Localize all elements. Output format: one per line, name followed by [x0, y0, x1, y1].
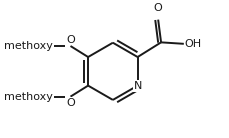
Text: methoxy: methoxy — [4, 41, 53, 51]
Text: methoxy: methoxy — [4, 92, 53, 102]
Text: O: O — [66, 98, 75, 108]
Text: O: O — [66, 35, 75, 45]
Text: OH: OH — [184, 39, 201, 49]
Text: O: O — [153, 3, 162, 14]
Text: N: N — [133, 81, 141, 91]
